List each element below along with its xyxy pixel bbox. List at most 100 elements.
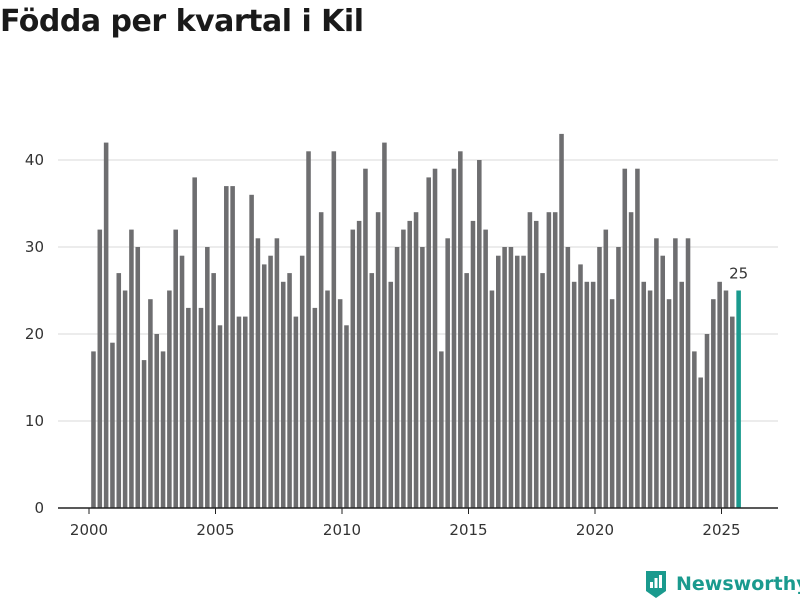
bar [432,168,438,508]
newsworthy-brand[interactable]: Newsworthy [644,568,800,600]
bar [521,255,526,508]
bar [489,290,495,508]
bar [135,247,141,508]
bar [597,247,602,508]
x-tick-label: 2010 [323,521,361,539]
x-tick-label: 2025 [702,521,740,539]
axes [58,507,778,514]
bar-latest [736,290,741,508]
bar [464,273,469,508]
bar [261,264,267,508]
bar [394,247,400,508]
bar [255,238,261,509]
bar [318,212,324,508]
y-tick-label: 20 [25,325,44,343]
bar [685,238,691,509]
bar [116,273,122,508]
bar [356,220,362,508]
bar [426,177,431,508]
bar [470,220,476,508]
bar [666,299,672,508]
bar [413,212,419,508]
bar [243,316,248,508]
bar [616,247,621,508]
bar [692,351,697,508]
bar [306,151,311,509]
x-tick-label: 2005 [196,521,234,539]
latest-value-label: 25 [729,265,748,283]
bar [148,299,153,508]
bar [350,229,356,508]
bar [730,316,735,508]
bar [280,281,286,508]
bar [141,360,147,508]
bar [91,351,96,508]
bar [375,212,381,508]
bar [590,281,596,508]
bar [192,177,197,508]
bar [287,273,292,508]
bar [647,290,653,508]
bar [382,142,387,508]
bar [514,255,520,508]
bar [198,307,204,508]
bar [344,325,349,508]
bar [230,186,235,508]
bar [660,255,666,508]
bar [628,212,634,508]
bar [698,377,703,508]
bar [679,281,684,508]
bar [217,325,223,508]
bar [369,273,375,508]
bar [420,247,425,508]
bar [458,151,463,509]
bar [249,194,254,509]
bar [704,334,710,508]
bar [641,281,647,508]
bar [533,220,539,508]
bars [91,133,741,509]
bar [552,212,558,508]
bar [337,299,343,508]
bar [451,168,457,508]
labels: 0 10 20 30 40 25 2000 2005 2010 2015 2020 2025 [25,151,748,539]
bar [363,168,368,508]
bar [508,247,514,508]
bar [312,307,318,508]
x-tick-label: 2015 [449,521,487,539]
bar [546,212,552,508]
bar [540,273,545,508]
y-tick-label: 30 [25,238,44,256]
bar [103,142,109,508]
bar [439,351,444,508]
bar [160,351,166,508]
bar [502,247,507,508]
bar [167,290,172,508]
bar [603,229,609,508]
bar [584,281,590,508]
newsworthy-logo-icon [646,571,666,598]
bar [477,160,482,508]
bar [559,133,564,508]
brand-name: Newsworthy [676,573,800,595]
bar [407,220,413,508]
bar [211,273,216,508]
bar [609,299,615,508]
bar [711,299,716,508]
bar [673,238,678,509]
bar [445,238,450,509]
y-tick-label: 40 [25,151,44,169]
bar [205,247,210,508]
bar [483,229,488,508]
chart-title: Födda per kvartal i Kil [0,4,364,39]
bar [268,255,273,508]
bar [236,316,242,508]
bar [224,186,229,508]
bar [110,342,115,508]
x-tick-label: 2000 [70,521,108,539]
bar [401,229,406,508]
x-tick-label: 2020 [576,521,614,539]
bar [723,290,729,508]
y-tick-label: 10 [25,412,44,430]
bar [129,229,134,508]
